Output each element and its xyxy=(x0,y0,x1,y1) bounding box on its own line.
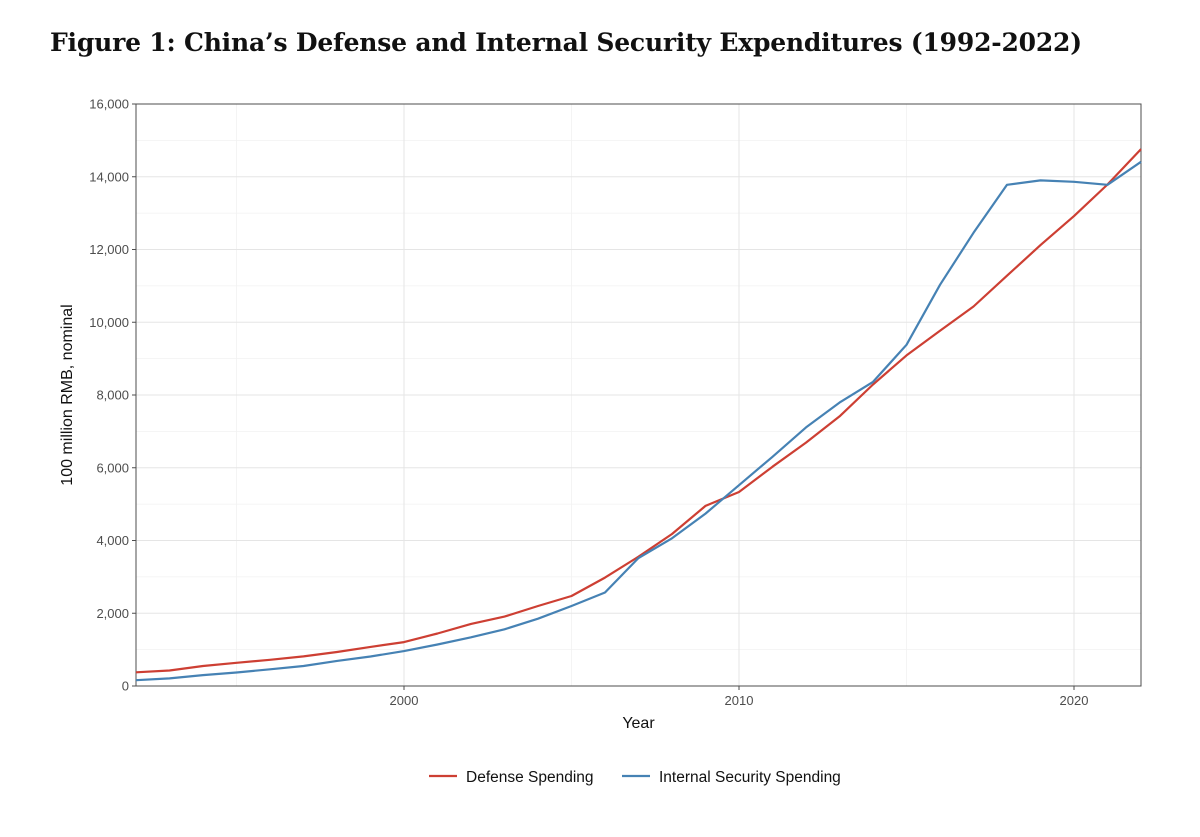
series-line-defense-spending xyxy=(135,148,1142,674)
legend-label-internal-security-spending: Internal Security Spending xyxy=(659,769,841,786)
figure-title: Figure 1: China’s Defense and Internal S… xyxy=(50,28,1082,57)
series-line-internal-security-spending xyxy=(135,160,1142,682)
x-axis: 2000 2010 2020 xyxy=(390,686,1089,708)
y-tick-label: 14,000 xyxy=(89,169,129,184)
y-tick-label: 4,000 xyxy=(96,533,129,548)
y-tick-label: 12,000 xyxy=(89,242,129,257)
x-tick-label: 2010 xyxy=(725,693,754,708)
series-lines xyxy=(135,148,1142,682)
x-tick-label: 2000 xyxy=(390,693,419,708)
y-axis: 0 2,000 4,000 6,000 8,000 10,000 12,000 14,000 1… xyxy=(89,97,136,694)
gridlines xyxy=(136,103,1141,687)
x-tick-label: 2020 xyxy=(1060,693,1089,708)
y-tick-label: 8,000 xyxy=(96,388,129,403)
y-tick-label: 0 xyxy=(122,679,129,694)
y-tick-label: 16,000 xyxy=(89,97,129,112)
legend: Defense Spending Internal Security Spend… xyxy=(429,769,841,786)
x-axis-label: Year xyxy=(622,715,655,732)
y-tick-label: 10,000 xyxy=(89,315,129,330)
y-tick-label: 2,000 xyxy=(96,606,129,621)
legend-label-defense-spending: Defense Spending xyxy=(466,769,594,786)
y-tick-label: 6,000 xyxy=(96,460,129,475)
y-axis-label: 100 million RMB, nominal xyxy=(59,304,76,485)
